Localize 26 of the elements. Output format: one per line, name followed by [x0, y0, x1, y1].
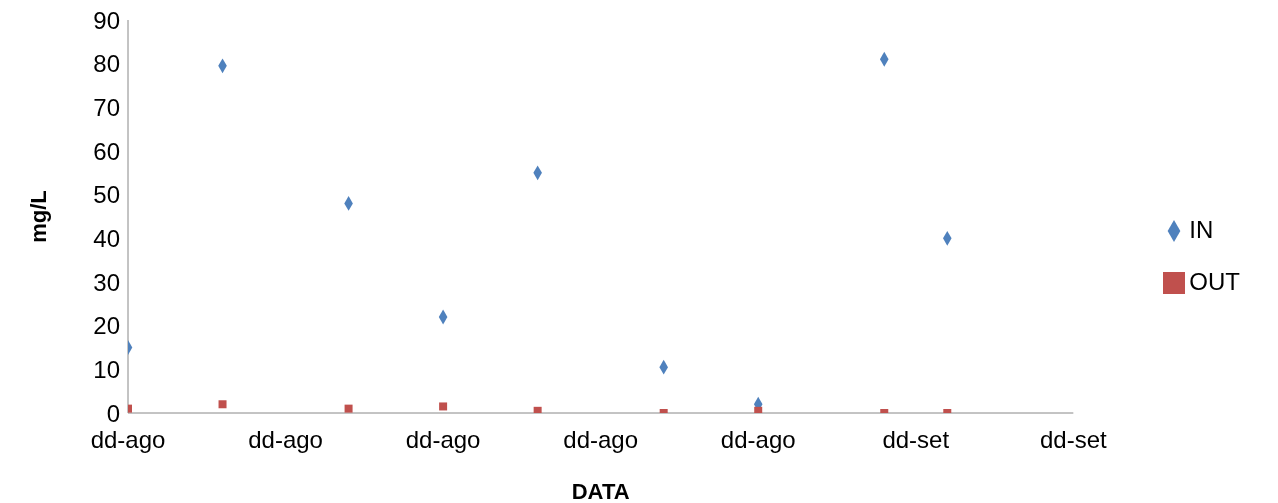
x-tick-label: dd-ago	[248, 426, 323, 454]
x-tick-label: dd-ago	[563, 426, 639, 454]
point	[344, 404, 353, 413]
legend-label: OUT	[1189, 267, 1240, 295]
y-axis-title: mg/L	[25, 190, 51, 243]
x-tick-label: dd-ago	[720, 426, 796, 454]
x-tick-label: dd-ago	[405, 426, 481, 454]
y-tick-label: 90	[93, 6, 120, 34]
point	[218, 400, 227, 409]
y-tick-label: 80	[93, 50, 120, 78]
y-tick-label: 0	[106, 399, 120, 427]
point	[439, 402, 448, 411]
y-tick-label: 30	[93, 268, 120, 296]
point	[533, 406, 542, 413]
y-tick-label: 40	[93, 224, 120, 252]
x-tick-label: dd-ago	[90, 426, 166, 454]
y-tick-label: 20	[93, 312, 120, 340]
point	[754, 406, 763, 413]
x-tick-label: dd-set	[882, 426, 950, 454]
x-axis-title: DATA	[571, 478, 630, 503]
legend-label: IN	[1189, 215, 1214, 243]
y-tick-label: 70	[93, 93, 120, 121]
y-tick-label: 60	[93, 137, 120, 165]
y-tick-label: 10	[93, 355, 120, 383]
y-tick-label: 50	[93, 181, 120, 209]
x-tick-label: dd-set	[1039, 426, 1108, 454]
